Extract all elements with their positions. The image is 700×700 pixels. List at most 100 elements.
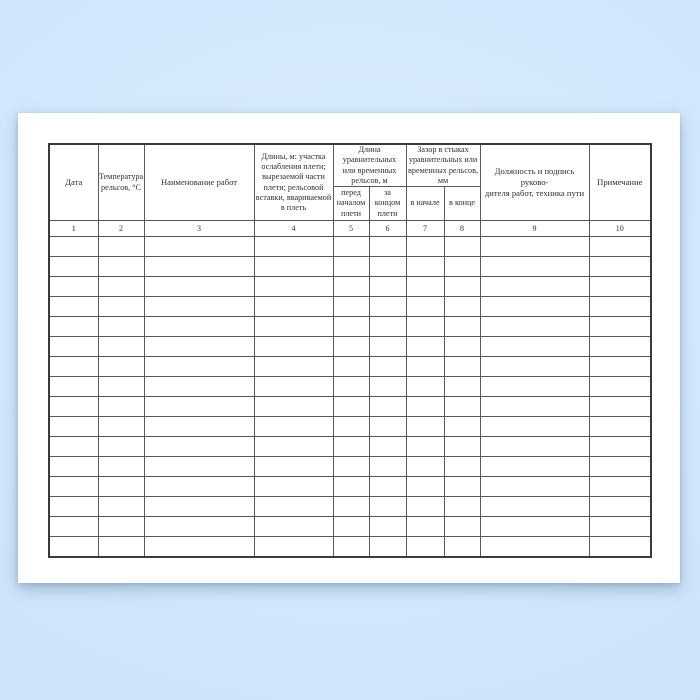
table-cell bbox=[588, 416, 652, 437]
table-cell bbox=[443, 516, 481, 537]
table-cell bbox=[48, 396, 99, 417]
table-cell bbox=[479, 276, 590, 297]
col-group-equalizing-rails-length: Длина уравнительных или временных рельсо… bbox=[332, 143, 407, 187]
column-number: 7 bbox=[405, 220, 445, 237]
table-row bbox=[48, 436, 652, 457]
table-cell bbox=[368, 496, 407, 517]
table-cell bbox=[143, 456, 255, 477]
table-cell bbox=[48, 456, 99, 477]
table-row bbox=[48, 296, 652, 317]
table-cell bbox=[588, 336, 652, 357]
column-number: 9 bbox=[479, 220, 590, 237]
table-cell bbox=[97, 436, 145, 457]
table-cell bbox=[405, 396, 445, 417]
table-cell bbox=[588, 276, 652, 297]
table-cell bbox=[253, 316, 334, 337]
table-cell bbox=[405, 356, 445, 377]
table-cell bbox=[368, 436, 407, 457]
table-cell bbox=[443, 476, 481, 497]
table-cell bbox=[588, 256, 652, 277]
table-cell bbox=[253, 496, 334, 517]
table-cell bbox=[48, 356, 99, 377]
table-cell bbox=[143, 376, 255, 397]
table-body bbox=[48, 236, 652, 558]
table-cell bbox=[97, 296, 145, 317]
table-cell bbox=[479, 356, 590, 377]
table-cell bbox=[97, 336, 145, 357]
table-cell bbox=[332, 476, 370, 497]
table-cell bbox=[479, 476, 590, 497]
table-cell bbox=[588, 496, 652, 517]
col-header-gap-at-end: в конце bbox=[443, 186, 481, 221]
column-number: 2 bbox=[97, 220, 145, 237]
table-cell bbox=[443, 536, 481, 558]
table-cell bbox=[332, 496, 370, 517]
table-cell bbox=[588, 376, 652, 397]
table-cell bbox=[48, 316, 99, 337]
table-cell bbox=[368, 336, 407, 357]
table-cell bbox=[479, 336, 590, 357]
table-cell bbox=[97, 536, 145, 558]
table-cell bbox=[443, 316, 481, 337]
table-cell bbox=[48, 476, 99, 497]
table-cell bbox=[143, 416, 255, 437]
table-row bbox=[48, 336, 652, 357]
table-cell bbox=[332, 276, 370, 297]
table-cell bbox=[479, 496, 590, 517]
table-cell bbox=[443, 336, 481, 357]
table-cell bbox=[368, 236, 407, 257]
table-cell bbox=[332, 316, 370, 337]
table-cell bbox=[405, 336, 445, 357]
table-cell bbox=[405, 536, 445, 558]
table-cell bbox=[479, 236, 590, 257]
table-cell bbox=[97, 316, 145, 337]
table-cell bbox=[443, 296, 481, 317]
table-cell bbox=[368, 536, 407, 558]
table-cell bbox=[368, 296, 407, 317]
table-cell bbox=[443, 256, 481, 277]
table-row bbox=[48, 416, 652, 437]
table-row bbox=[48, 516, 652, 537]
table-cell bbox=[443, 436, 481, 457]
table-cell bbox=[97, 416, 145, 437]
table-cell bbox=[143, 436, 255, 457]
table-cell bbox=[48, 516, 99, 537]
table-cell bbox=[479, 296, 590, 317]
table-cell bbox=[253, 336, 334, 357]
table-cell bbox=[48, 376, 99, 397]
table-row bbox=[48, 396, 652, 417]
table-cell bbox=[97, 256, 145, 277]
table-cell bbox=[143, 356, 255, 377]
column-number: 5 bbox=[332, 220, 370, 237]
table-cell bbox=[48, 436, 99, 457]
table-cell bbox=[443, 496, 481, 517]
table-cell bbox=[588, 296, 652, 317]
table-cell bbox=[443, 416, 481, 437]
table-cell bbox=[48, 236, 99, 257]
table-row bbox=[48, 256, 652, 277]
table-cell bbox=[332, 416, 370, 437]
table-row bbox=[48, 496, 652, 517]
table-cell bbox=[588, 536, 652, 558]
table-cell bbox=[97, 236, 145, 257]
table-cell bbox=[253, 256, 334, 277]
table-cell bbox=[143, 476, 255, 497]
table-cell bbox=[479, 516, 590, 537]
table-cell bbox=[368, 476, 407, 497]
table-cell bbox=[253, 236, 334, 257]
table-cell bbox=[588, 456, 652, 477]
column-number: 3 bbox=[143, 220, 255, 237]
table-cell bbox=[479, 316, 590, 337]
table-cell bbox=[443, 396, 481, 417]
table-cell bbox=[143, 336, 255, 357]
table-cell bbox=[253, 296, 334, 317]
table-cell bbox=[143, 316, 255, 337]
table-cell bbox=[405, 416, 445, 437]
table-cell bbox=[443, 376, 481, 397]
table-cell bbox=[97, 456, 145, 477]
col-header-rail-temperature: Температура рельсов, °С bbox=[97, 143, 145, 221]
table-cell bbox=[443, 236, 481, 257]
table-cell bbox=[588, 396, 652, 417]
table-cell bbox=[479, 256, 590, 277]
